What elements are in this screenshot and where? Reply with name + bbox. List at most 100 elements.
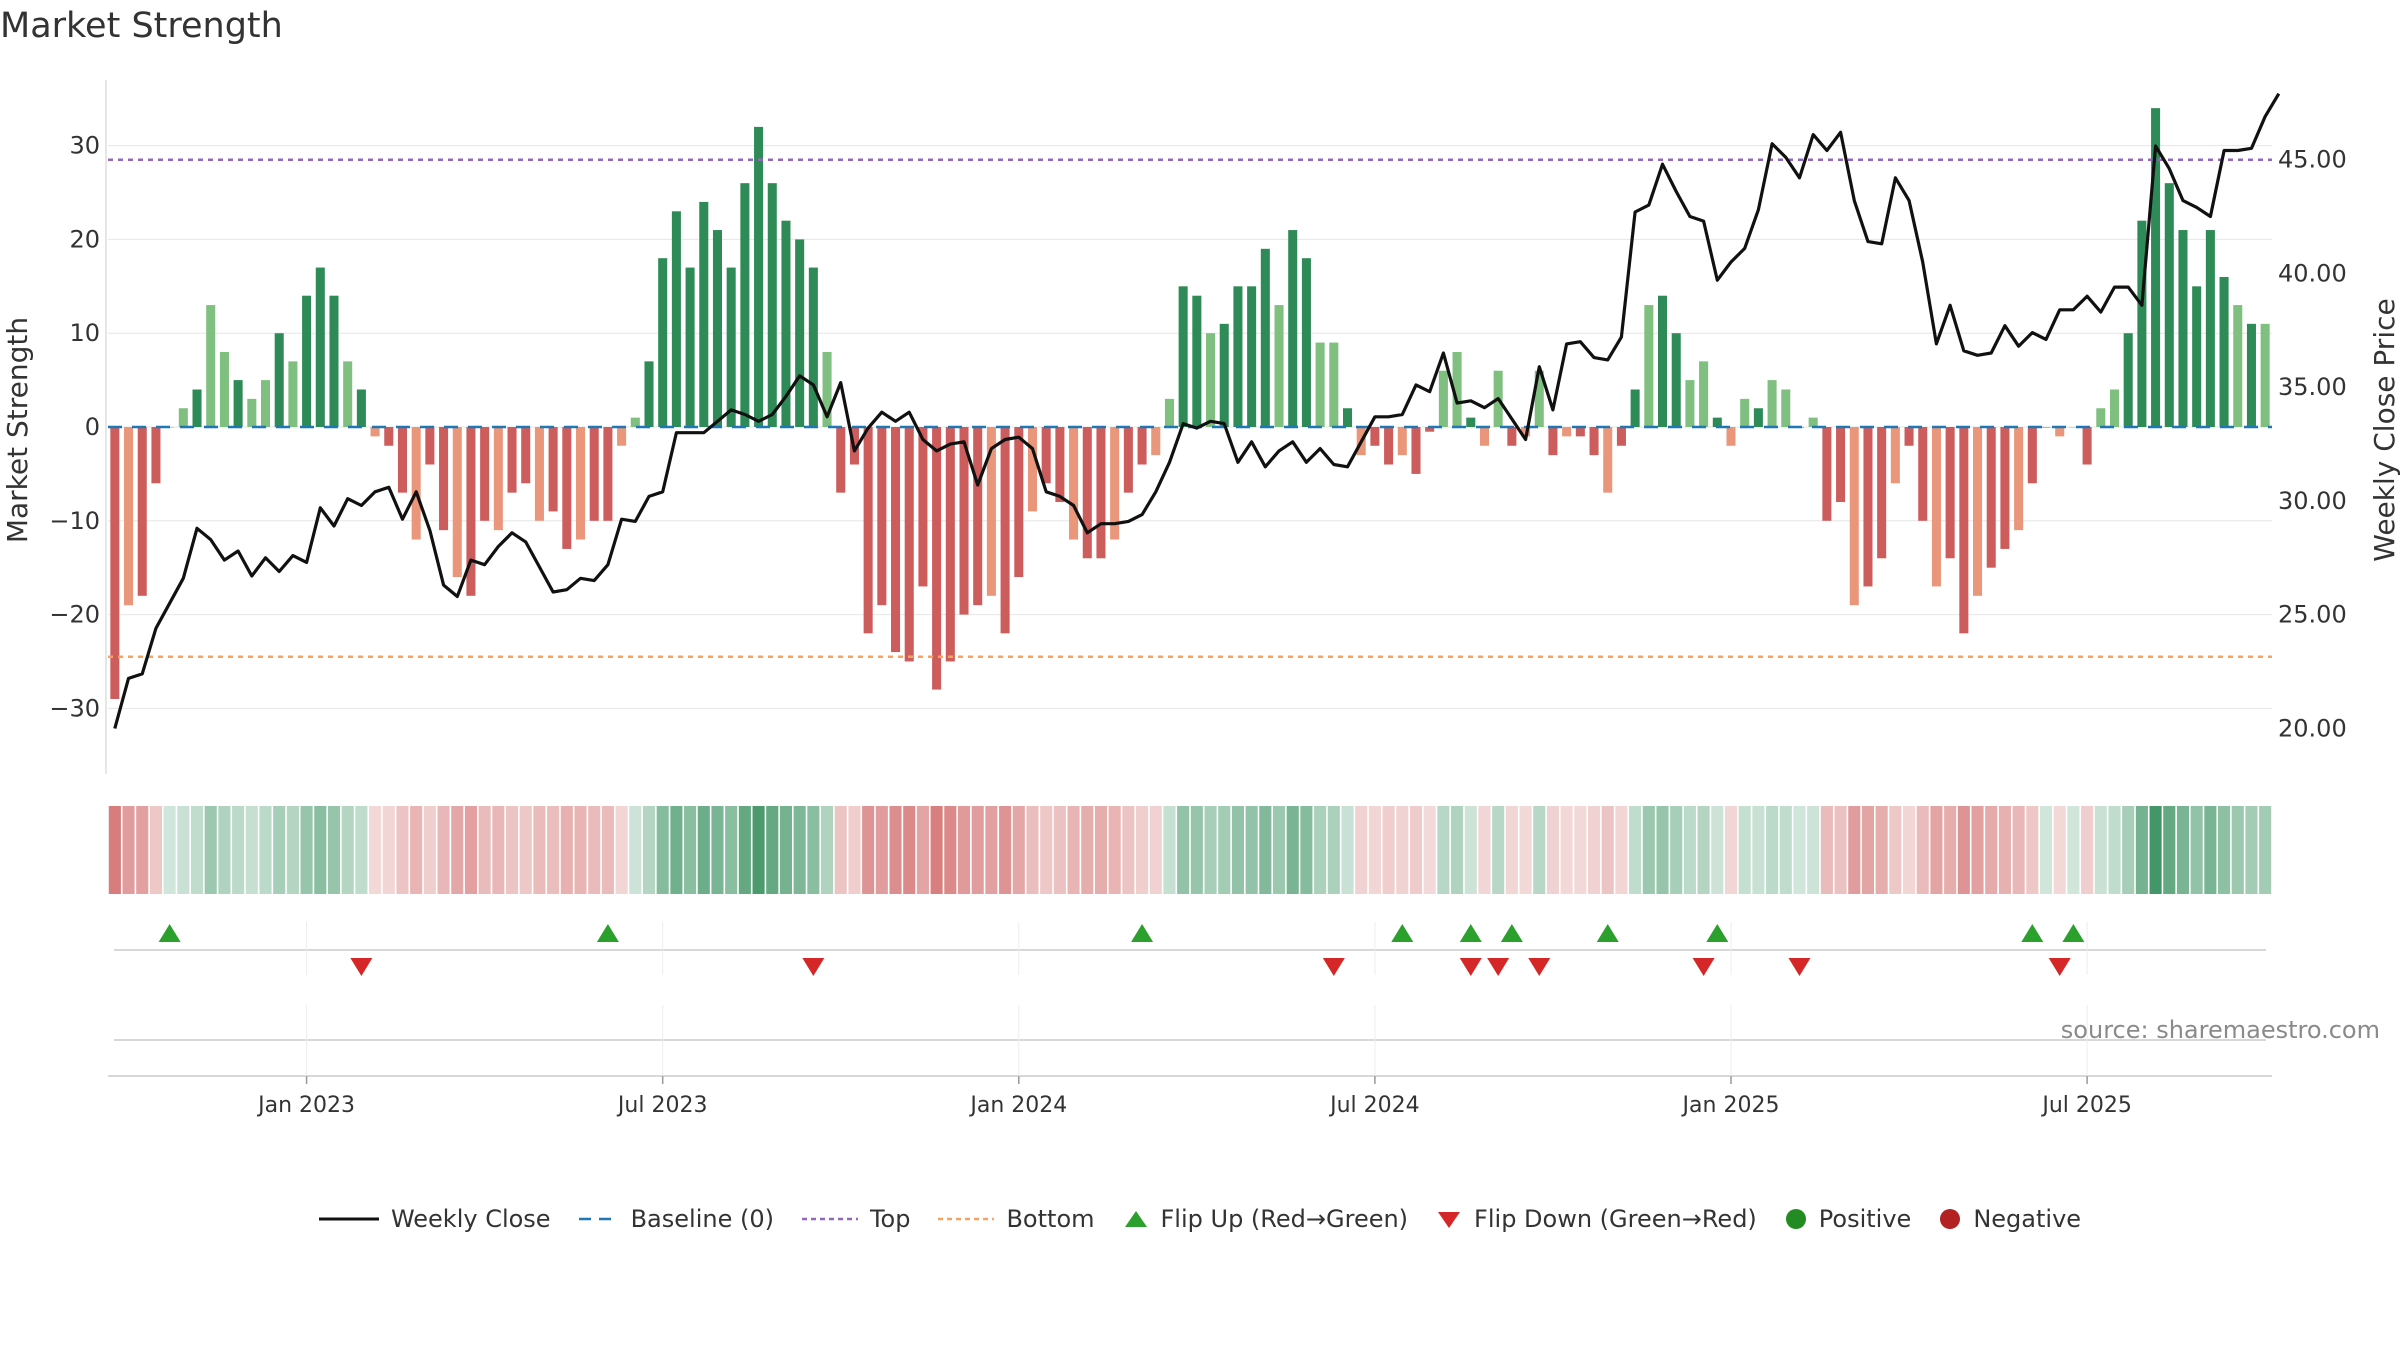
strength-bar xyxy=(356,389,366,427)
strength-bar xyxy=(795,239,805,427)
strength-bar xyxy=(1260,248,1270,427)
strength-bar xyxy=(1342,408,1353,427)
heat-cell xyxy=(642,806,656,894)
heat-cell xyxy=(1122,806,1135,894)
heat-cell xyxy=(2122,806,2135,894)
baseline-legend-symbol xyxy=(578,1217,619,1221)
heat-cell xyxy=(738,806,751,894)
x-tick-label: Jan 2025 xyxy=(1681,1093,1780,1118)
strength-bar xyxy=(110,427,120,699)
strength-bar xyxy=(781,220,791,427)
heat-cell xyxy=(286,806,299,894)
heat-cell xyxy=(1478,806,1491,894)
heat-cell xyxy=(2012,806,2025,894)
heat-cell xyxy=(341,806,354,894)
strength-bar xyxy=(1247,286,1257,427)
heat-cell xyxy=(1985,806,1998,894)
negative-legend-symbol xyxy=(1940,1209,1961,1229)
strength-bar xyxy=(192,389,202,427)
flip-up-marker xyxy=(1706,924,1729,942)
heat-cell xyxy=(1437,806,1450,894)
right-tick-label: 25.00 xyxy=(2278,601,2347,629)
heat-cell xyxy=(1409,806,1423,894)
strength-bar xyxy=(439,427,449,531)
reference-lines xyxy=(108,158,2272,659)
strength-bar xyxy=(1685,380,1695,427)
strength-bar xyxy=(918,427,928,587)
heat-cell xyxy=(1396,806,1409,894)
strength-bar xyxy=(2041,427,2051,428)
strength-bar xyxy=(329,295,339,427)
legend-item-positive: Positive xyxy=(1785,1205,1912,1233)
heat-cell xyxy=(601,806,614,894)
strength-bar xyxy=(521,427,531,484)
strength-bar xyxy=(1425,427,1435,432)
x-tick-label: Jan 2024 xyxy=(968,1093,1067,1118)
strength-bar xyxy=(1014,427,1024,578)
heat-cell xyxy=(1081,806,1094,894)
x-tick-label: Jul 2023 xyxy=(616,1093,708,1118)
strength-bar xyxy=(2014,427,2024,531)
heat-cell xyxy=(108,806,121,894)
strength-bar xyxy=(1206,333,1216,427)
strength-bar xyxy=(932,427,942,690)
heat-cell xyxy=(533,806,546,894)
heat-cell xyxy=(2163,806,2176,894)
strength-bar xyxy=(1959,427,1969,634)
heat-cell xyxy=(1560,806,1573,894)
right-tick-label: 45.00 xyxy=(2278,146,2347,174)
strength-bar xyxy=(233,380,243,427)
legend-label: Flip Up (Red→Green) xyxy=(1160,1205,1409,1233)
heat-cell xyxy=(1053,806,1066,894)
heat-cell xyxy=(2135,806,2148,894)
heat-cell xyxy=(245,806,258,894)
heat-cell xyxy=(1930,806,1943,894)
heat-cell xyxy=(2067,806,2080,894)
flip-down-marker xyxy=(1322,958,1345,976)
flip-markers xyxy=(114,922,2266,976)
heat-cell xyxy=(944,806,957,894)
strength-bar xyxy=(1890,427,1900,484)
strength-bar xyxy=(1301,258,1311,427)
heat-cell xyxy=(464,806,477,894)
strength-bar xyxy=(1589,427,1599,456)
heat-cell xyxy=(930,806,943,894)
heat-cell xyxy=(547,806,560,894)
heat-cell xyxy=(697,806,710,894)
heat-cell xyxy=(711,806,724,894)
flip-up-marker xyxy=(1596,924,1619,942)
left-tick-label: 30 xyxy=(69,132,100,160)
strength-bar xyxy=(124,427,134,606)
strength-bar xyxy=(1178,286,1188,427)
strength-bar xyxy=(891,427,901,653)
strength-bar xyxy=(1822,427,1832,521)
flip-down-marker xyxy=(1692,958,1715,976)
legend-label: Weekly Close xyxy=(390,1205,551,1233)
strength-bar xyxy=(1699,361,1709,427)
legend-label: Positive xyxy=(1818,1205,1912,1233)
heat-cell xyxy=(396,806,409,894)
heat-cell xyxy=(1971,806,1984,894)
strength-bar xyxy=(1945,427,1955,559)
heat-cell xyxy=(1697,806,1710,894)
strength-heat-strip xyxy=(108,806,2272,894)
heat-cell xyxy=(1820,806,1833,894)
strength-bar xyxy=(425,427,435,465)
heat-cell xyxy=(410,806,423,894)
heat-cell xyxy=(1067,806,1080,894)
heat-cell xyxy=(999,806,1012,894)
heat-cell xyxy=(2039,806,2053,894)
strength-bar xyxy=(1110,427,1120,540)
heat-cell xyxy=(2094,806,2107,894)
strength-bar xyxy=(1973,427,1983,596)
heat-cell xyxy=(1998,806,2011,894)
heat-cell xyxy=(1163,806,1176,894)
strength-bar xyxy=(2219,276,2229,427)
flip-down-marker xyxy=(1528,958,1551,976)
heat-cell xyxy=(2149,806,2162,894)
heat-cell xyxy=(971,806,984,894)
strength-bar xyxy=(411,427,421,540)
left-tick-label: 10 xyxy=(69,319,100,347)
strength-bar xyxy=(206,305,216,427)
heat-cell xyxy=(1807,806,1820,894)
